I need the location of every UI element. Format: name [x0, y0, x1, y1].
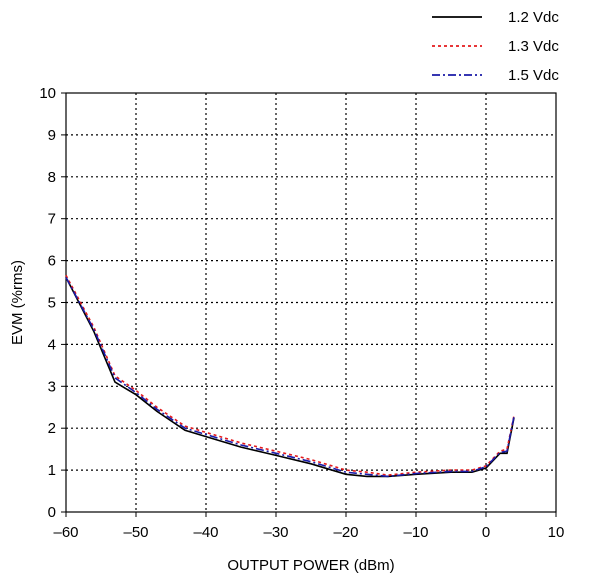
- y-tick-label: 4: [48, 336, 56, 353]
- y-tick-label: 7: [48, 211, 56, 228]
- x-tick-label: –30: [263, 524, 288, 541]
- y-tick-label: 3: [48, 378, 56, 395]
- legend-label: 1.2 Vdc: [508, 9, 559, 26]
- y-tick-labels: 0 1 2 3 4 5 6 7 8 9 10: [39, 85, 56, 521]
- x-tick-label: –60: [53, 524, 78, 541]
- series-line-3: [65, 277, 515, 478]
- x-tick-labels: –60 –50 –40 –30 –20 –10 0 10: [53, 524, 564, 541]
- x-tick-label: 0: [482, 524, 490, 541]
- series-line-1: [65, 277, 515, 478]
- x-axis-title: OUTPUT POWER (dBm): [227, 557, 394, 574]
- y-tick-label: 6: [48, 253, 56, 270]
- x-tick-label: 10: [548, 524, 565, 541]
- y-tick-label: 1: [48, 462, 56, 479]
- y-tick-label: 10: [39, 85, 56, 102]
- y-axis-title: EVM (%rms): [9, 260, 26, 345]
- legend-label: 1.5 Vdc: [508, 67, 559, 84]
- y-tick-label: 9: [48, 127, 56, 144]
- series-line-2: [65, 274, 515, 476]
- y-tick-label: 8: [48, 169, 56, 186]
- grid: [61, 92, 557, 517]
- x-tick-label: –50: [123, 524, 148, 541]
- plot-frame: [65, 92, 557, 513]
- y-tick-label: 5: [48, 295, 56, 312]
- y-tick-label: 0: [48, 504, 56, 521]
- series-layer: [65, 274, 515, 478]
- legend: 1.2 Vdc 1.3 Vdc 1.5 Vdc: [432, 9, 559, 84]
- y-tick-label: 2: [48, 420, 56, 437]
- legend-label: 1.3 Vdc: [508, 38, 559, 55]
- x-tick-label: –20: [333, 524, 358, 541]
- x-tick-label: –40: [193, 524, 218, 541]
- x-tick-label: –10: [403, 524, 428, 541]
